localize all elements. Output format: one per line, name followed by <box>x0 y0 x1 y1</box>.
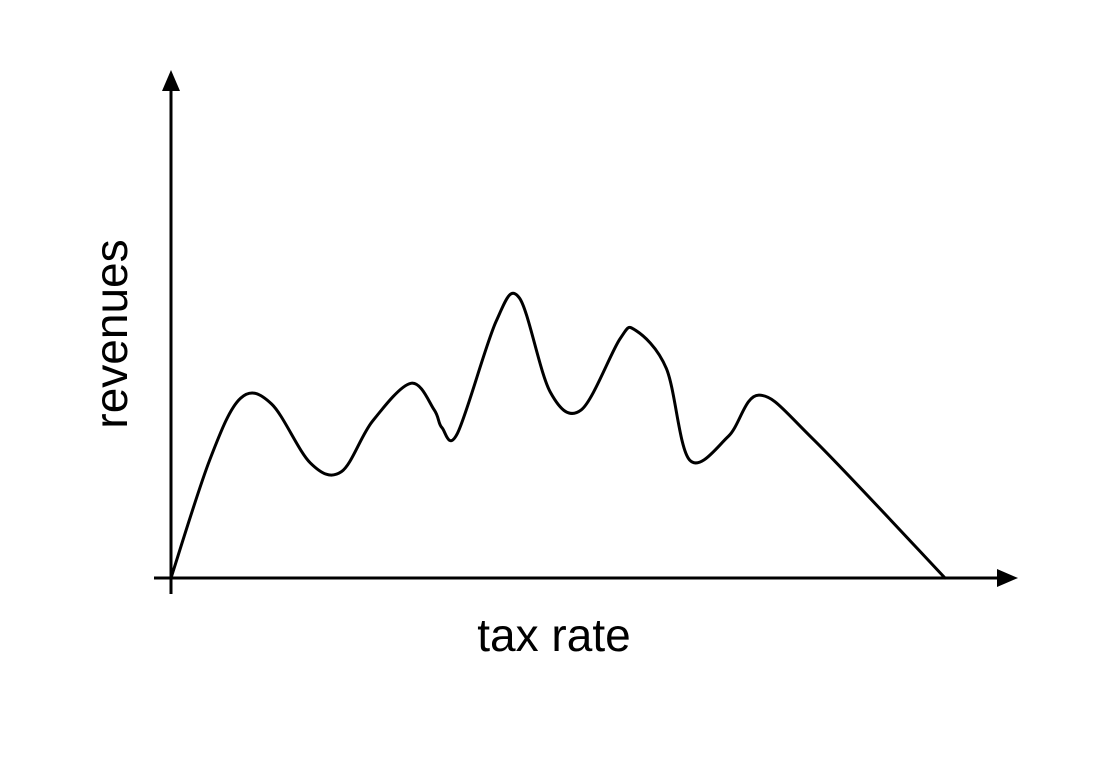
x-axis-label: tax rate <box>477 609 630 661</box>
x-axis-arrow-icon <box>997 569 1018 587</box>
revenue-curve <box>169 291 947 580</box>
y-axis-arrow-icon <box>162 70 180 91</box>
y-axis-label: revenues <box>85 239 137 428</box>
